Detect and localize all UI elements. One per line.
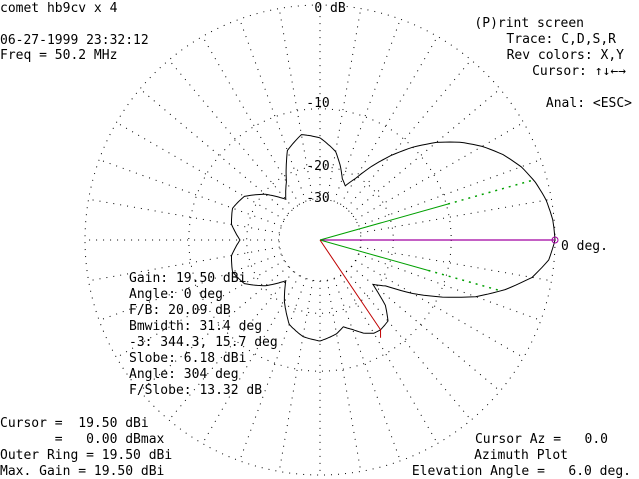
stat-gain: Gain: 19.50 dBi (129, 271, 246, 286)
cursor-angle-label: 0 deg. (561, 239, 608, 254)
grid-spoke (278, 280, 314, 472)
stat-slobe-angle: Angle: 304 deg (129, 367, 239, 382)
grid-spoke (116, 260, 285, 358)
grid-spoke (99, 159, 282, 227)
frequency-readout: Freq = 50.2 MHz (0, 48, 117, 63)
stat-fslobe: F/Slobe: 13.32 dB (129, 383, 262, 398)
grid-spoke (202, 36, 300, 205)
ring-label-minus20: -20 (306, 159, 329, 174)
stat-slobe: Slobe: 6.18 dBi (129, 351, 246, 366)
grid-spoke (326, 280, 362, 472)
grid-spoke (345, 59, 472, 209)
grid-spoke (139, 265, 289, 392)
grid-spoke (358, 253, 541, 321)
ring-label-minus30: -30 (306, 191, 329, 206)
grid-spoke (351, 265, 501, 392)
beamwidth-line-dotted (428, 269, 501, 292)
max-gain-readout: Max. Gain = 19.50 dBi (0, 464, 164, 479)
grid-spoke (333, 19, 401, 202)
plot-type-label: Azimuth Plot (474, 448, 568, 463)
grid-spoke (88, 246, 280, 282)
outer-ring-readout: Outer Ring = 19.50 dBi (0, 448, 172, 463)
timestamp: 06-27-1999 23:32:12 (0, 33, 149, 48)
grid-spoke (239, 278, 307, 461)
window-title: comet hb9cv x 4 (0, 1, 118, 16)
beamwidth-line (319, 239, 429, 271)
grid-spoke (351, 88, 501, 215)
grid-spoke (360, 246, 552, 282)
menu-rev-colors[interactable]: Rev colors: X,Y (507, 48, 625, 63)
stat-bmwidth: Bmwidth: 31.4 deg (129, 319, 262, 334)
dbmax-readout: = 0.00 dBmax (0, 432, 165, 447)
grid-spoke (202, 275, 300, 444)
elevation-angle-readout: Elevation Angle = 6.0 deg. (412, 464, 631, 479)
grid-spoke (340, 275, 438, 444)
beamwidth-line-dotted (447, 179, 534, 205)
grid-spoke (360, 198, 552, 234)
grid-spoke (340, 36, 438, 205)
grid-spoke (355, 260, 524, 358)
polar-grid (84, 4, 556, 476)
grid-spoke (88, 198, 280, 234)
grid-spoke (278, 8, 314, 200)
grid-spoke (355, 122, 524, 220)
grid-spoke (239, 19, 307, 202)
ring-label-0db: 0 dB (314, 1, 345, 16)
menu-trace[interactable]: Trace: C,D,S,R (506, 32, 616, 47)
grid-spoke (345, 271, 472, 421)
menu-cursor-keys[interactable]: Cursor: ↑↓←→ (532, 64, 626, 79)
ring-label-minus10: -10 (306, 96, 329, 111)
plot-traces (231, 134, 559, 342)
grid-spoke (326, 8, 362, 200)
cursor-azimuth-readout: Cursor Az = 0.0 (475, 432, 608, 447)
grid-spoke (358, 159, 541, 227)
menu-anal-esc[interactable]: Anal: <ESC> (546, 96, 632, 111)
stat-minus3: -3: 344.3, 15.7 deg (129, 335, 278, 350)
grid-spoke (333, 278, 401, 461)
stat-angle: Angle: 0 deg (129, 287, 223, 302)
menu-print-screen[interactable]: (P)rint screen (474, 16, 584, 31)
sidelobe-line (319, 239, 381, 331)
beamwidth-line (319, 203, 449, 241)
pattern-trace (231, 134, 556, 342)
grid-spoke (139, 88, 289, 215)
cursor-marker (551, 236, 559, 244)
cursor-readout: Cursor = 19.50 dBi (0, 416, 149, 431)
grid-spoke (116, 122, 285, 220)
stat-fb: F/B: 20.09 dB (129, 303, 231, 318)
grid-spoke (168, 59, 295, 209)
grid-spoke (168, 271, 295, 421)
grid-spoke (99, 253, 282, 321)
